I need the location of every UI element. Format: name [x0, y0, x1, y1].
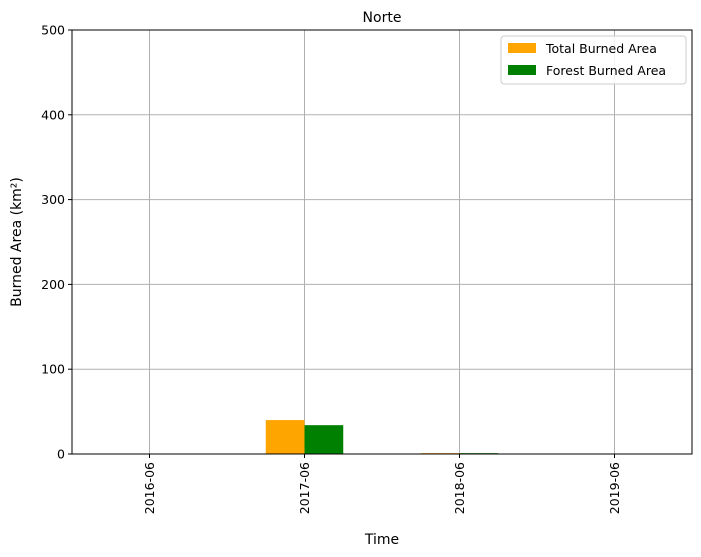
y-tick-label: 300	[41, 192, 65, 207]
x-tick-label: 2019-06	[607, 462, 622, 514]
y-tick-label: 200	[41, 277, 65, 292]
legend: Total Burned Area Forest Burned Area	[500, 35, 687, 85]
legend-label-total: Total Burned Area	[545, 41, 657, 56]
bar-total	[265, 420, 305, 454]
legend-swatch-total	[508, 43, 536, 53]
x-tick-label: 2016-06	[142, 462, 157, 514]
bar-forest	[304, 425, 344, 454]
bars	[265, 420, 499, 454]
legend-box	[500, 35, 687, 85]
y-axis-label: Burned Area (km²)	[9, 177, 25, 307]
y-tick-label: 0	[57, 447, 65, 462]
chart-title: Norte	[363, 10, 402, 26]
x-axis: 2016-06 2017-06 2018-06 2019-06	[142, 454, 622, 514]
y-tick-label: 400	[41, 107, 65, 122]
x-axis-label: Time	[364, 532, 399, 548]
x-tick-label: 2017-06	[297, 462, 312, 514]
x-tick-label: 2018-06	[452, 462, 467, 514]
y-tick-label: 100	[41, 362, 65, 377]
y-axis: 0 100 200 300 400 500	[41, 23, 72, 462]
legend-label-forest: Forest Burned Area	[546, 63, 666, 78]
plot-frame	[71, 29, 693, 455]
y-tick-label: 500	[41, 23, 65, 38]
legend-swatch-forest	[508, 65, 536, 75]
